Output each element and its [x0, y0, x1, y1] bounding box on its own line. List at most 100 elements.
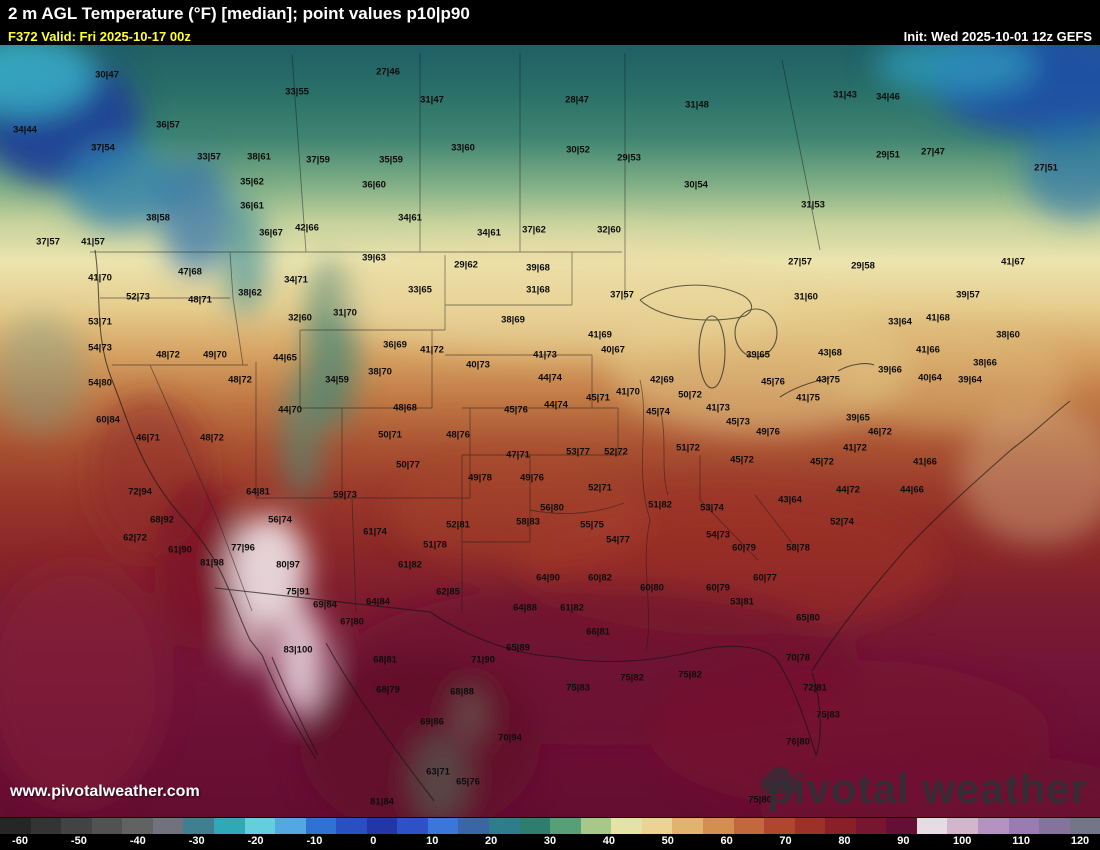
- point-value: 28|47: [565, 94, 589, 106]
- watermark-url: www.pivotalweather.com: [10, 783, 200, 800]
- colorbar-segment: [397, 818, 428, 834]
- colorbar-segment: [672, 818, 703, 834]
- point-value: 81|84: [370, 796, 394, 808]
- point-value: 31|48: [685, 99, 709, 111]
- colorbar-segment: [305, 818, 337, 834]
- colorbar-segment: [580, 818, 612, 834]
- colorbar-tick-label: 110: [1012, 835, 1030, 847]
- point-value: 77|96: [231, 542, 255, 554]
- colorbar-segment: [978, 818, 1009, 834]
- colorbar-segment: [458, 818, 489, 834]
- point-value: 37|54: [91, 142, 115, 154]
- point-value: 38|70: [368, 366, 392, 378]
- point-value: 54|73: [88, 342, 112, 354]
- point-value: 68|81: [373, 654, 397, 666]
- point-value: 50|72: [678, 389, 702, 401]
- point-value: 61|90: [168, 544, 192, 556]
- point-value: 47|71: [506, 449, 530, 461]
- point-value: 33|57: [197, 151, 221, 163]
- point-value: 39|68: [526, 262, 550, 274]
- point-value: 33|64: [888, 316, 912, 328]
- colorbar-segment: [764, 818, 795, 834]
- colorbar-segment: [152, 818, 184, 834]
- point-value: 46|71: [136, 432, 160, 444]
- colorbar-tick-label: -20: [247, 835, 264, 847]
- colorbar-segment: [611, 818, 642, 834]
- colorbar-segment: [1039, 818, 1070, 834]
- point-value: 30|52: [566, 144, 590, 156]
- colorbar-tick-label: 50: [661, 835, 674, 847]
- colorbar-segment: [275, 818, 306, 834]
- point-value: 36|67: [259, 227, 283, 239]
- colorbar-segment: [855, 818, 887, 834]
- point-value: 45|76: [504, 404, 528, 416]
- point-value: 44|65: [273, 352, 297, 364]
- logo-text: pivotal weather: [767, 765, 1088, 812]
- point-value: 29|62: [454, 259, 478, 271]
- colorbar-segment: [947, 818, 978, 834]
- pivotal-weather-logo: pivotal weather: [757, 765, 1088, 813]
- point-value: 31|53: [801, 199, 825, 211]
- colorbar-segment: [794, 818, 826, 834]
- point-value: 60|77: [753, 572, 777, 584]
- point-value: 33|65: [408, 284, 432, 296]
- point-value: 60|79: [706, 582, 730, 594]
- point-value: 55|75: [580, 519, 604, 531]
- point-value: 45|73: [726, 416, 750, 428]
- colorbar-segment: [1008, 818, 1040, 834]
- point-value: 48|76: [446, 429, 470, 441]
- point-value: 44|70: [278, 404, 302, 416]
- colorbar-segment: [702, 818, 734, 834]
- point-value: 60|84: [96, 414, 120, 426]
- point-value: 48|71: [188, 294, 212, 306]
- point-value: 48|72: [156, 349, 180, 361]
- point-value: 61|82: [398, 559, 422, 571]
- point-value: 58|78: [786, 542, 810, 554]
- point-value: 62|85: [436, 586, 460, 598]
- point-value: 27|57: [788, 256, 812, 268]
- point-value: 41|67: [1001, 256, 1025, 268]
- point-value: 35|59: [379, 154, 403, 166]
- point-value: 34|59: [325, 374, 349, 386]
- colorbar-segment: [519, 818, 551, 834]
- point-value: 75|82: [620, 672, 644, 684]
- point-value: 41|70: [88, 272, 112, 284]
- colorbar-tick-label: 90: [897, 835, 910, 847]
- map-canvas: [0, 45, 1100, 817]
- point-value: 52|74: [830, 516, 854, 528]
- temperature-field-blobs: [0, 45, 1100, 817]
- point-value: 44|66: [900, 484, 924, 496]
- point-value: 37|59: [306, 154, 330, 166]
- point-value: 50|71: [378, 429, 402, 441]
- point-value: 71|90: [471, 654, 495, 666]
- point-value: 32|60: [288, 312, 312, 324]
- colorbar-tick-label: 60: [720, 835, 733, 847]
- colorbar-segment: [489, 818, 520, 834]
- point-value: 38|61: [247, 151, 271, 163]
- colorbar-tick-label: -50: [70, 835, 87, 847]
- point-value: 31|47: [420, 94, 444, 106]
- colorbar-segment: [1069, 818, 1100, 834]
- colorbar-segment: [0, 818, 31, 834]
- point-value: 61|74: [363, 526, 387, 538]
- point-value: 52|71: [588, 482, 612, 494]
- point-value: 39|65: [746, 349, 770, 361]
- point-value: 60|80: [640, 582, 664, 594]
- point-value: 42|66: [295, 222, 319, 234]
- colorbar-tick-label: 100: [953, 835, 972, 847]
- point-value: 43|68: [818, 347, 842, 359]
- point-value: 45|74: [646, 406, 670, 418]
- point-value: 51|82: [648, 499, 672, 511]
- colorbar-segment: [336, 818, 367, 834]
- point-value: 48|68: [393, 402, 417, 414]
- colorbar-segment: [825, 818, 856, 834]
- point-value: 33|60: [451, 142, 475, 154]
- colorbar-segment: [183, 818, 214, 834]
- point-value: 81|98: [200, 557, 224, 569]
- point-value: 43|75: [816, 374, 840, 386]
- point-value: 51|78: [423, 539, 447, 551]
- colorbar-segment: [91, 818, 123, 834]
- point-value: 41|72: [843, 442, 867, 454]
- point-value: 68|79: [376, 684, 400, 696]
- point-value: 31|60: [794, 291, 818, 303]
